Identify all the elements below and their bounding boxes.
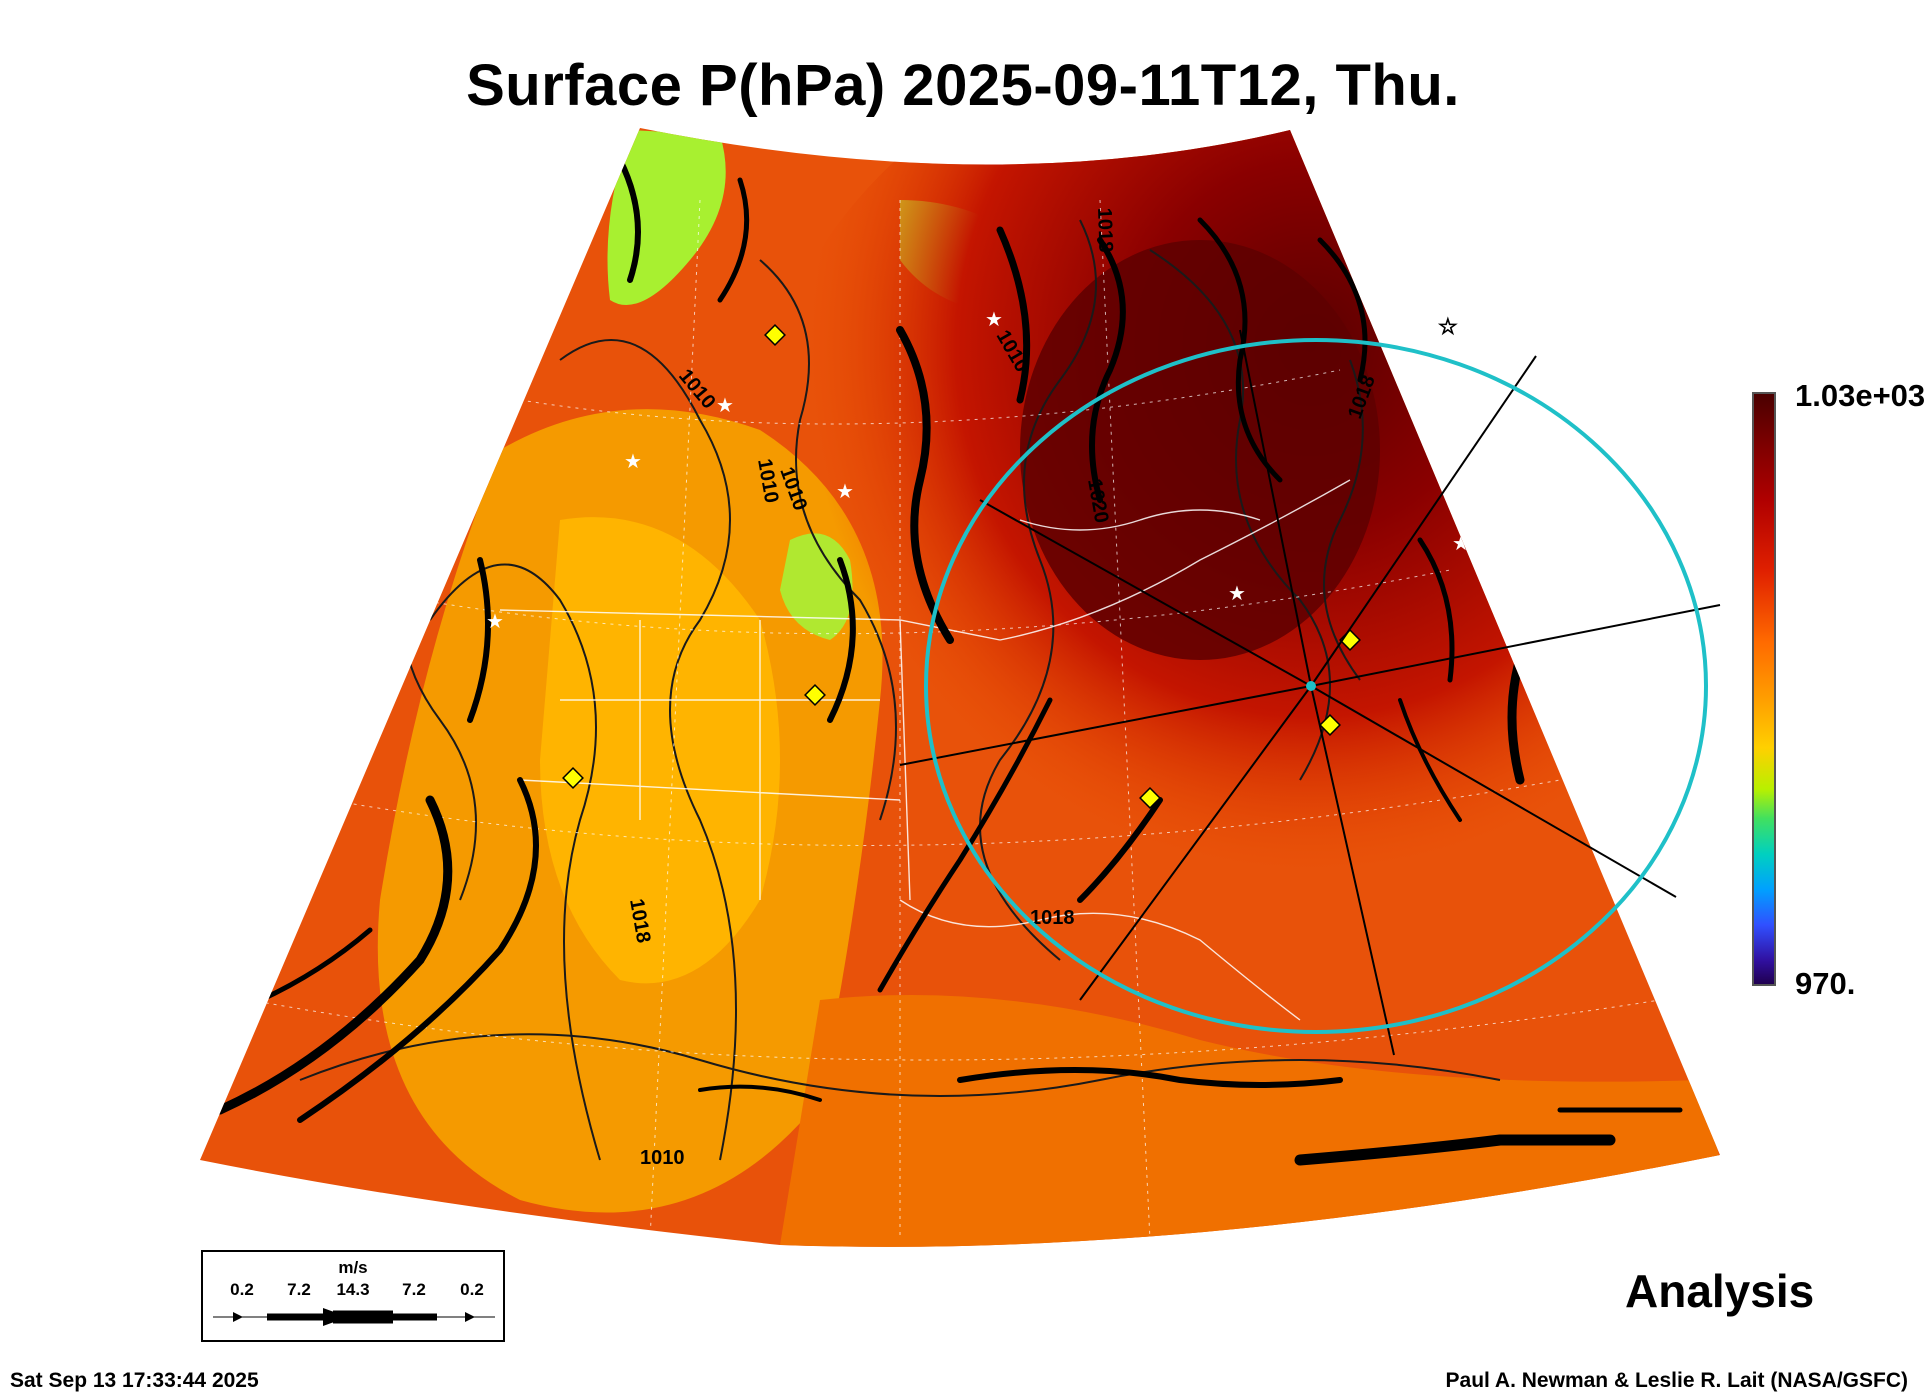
legend-unit: m/s [338,1258,368,1277]
star-marker-outline: ☆ [1438,315,1458,340]
station-marker [1319,714,1341,736]
station-marker [764,324,786,346]
contour-label: 1018 [1093,207,1117,252]
star-marker: ★ [985,307,1003,331]
star-marker: ★ [836,479,854,503]
southwest-yellow-zone [540,517,780,984]
star-marker: ★ [486,609,504,633]
high-pressure-core [1020,240,1380,660]
colorbar [1752,392,1776,986]
projection-lines [899,329,1721,1056]
gulf-orange-zone [780,995,1720,1247]
station-marker [1139,787,1161,809]
contour-label: 1010 [640,1147,685,1169]
contour-label: 1018 [414,542,450,591]
star-marker: ★ [716,393,734,417]
political-boundaries [499,479,1351,1021]
contour-label: 1018 [1030,907,1075,929]
star-marker: ★ [624,449,642,473]
wind-speed-legend: m/s 0.2 7.2 14.3 7.2 0.2 [201,1250,505,1342]
colorbar-min-label: 970. [1795,966,1856,1001]
map-title: Surface P(hPa) 2025-09-11T12, Thu. [466,53,1460,118]
station-marker [804,684,826,706]
legend-value: 0.2 [460,1280,484,1299]
legend-value: 7.2 [402,1280,426,1299]
star-marker: ★ [1228,581,1246,605]
center-point [1306,681,1316,691]
star-marker: ★ [1452,531,1470,555]
station-marker [562,767,584,789]
product-label: Analysis [1625,1265,1815,1317]
legend-value: 7.2 [287,1280,311,1299]
legend-value: 0.2 [230,1280,254,1299]
latlon-grid [249,199,1661,1241]
wind-streamlines [207,157,1683,1166]
colorbar-max-label: 1.03e+03 [1795,378,1926,413]
legend-arrow [213,1308,495,1326]
credit-line: Paul A. Newman & Leslie R. Lait (NASA/GS… [1445,1369,1908,1392]
legend-value: 14.3 [336,1280,370,1299]
star-markers: ★ ★ ★ ★ ★ ★ ★ [486,307,1470,633]
range-circle [924,338,1708,1034]
timestamp: Sat Sep 13 17:33:44 2025 [10,1369,259,1392]
